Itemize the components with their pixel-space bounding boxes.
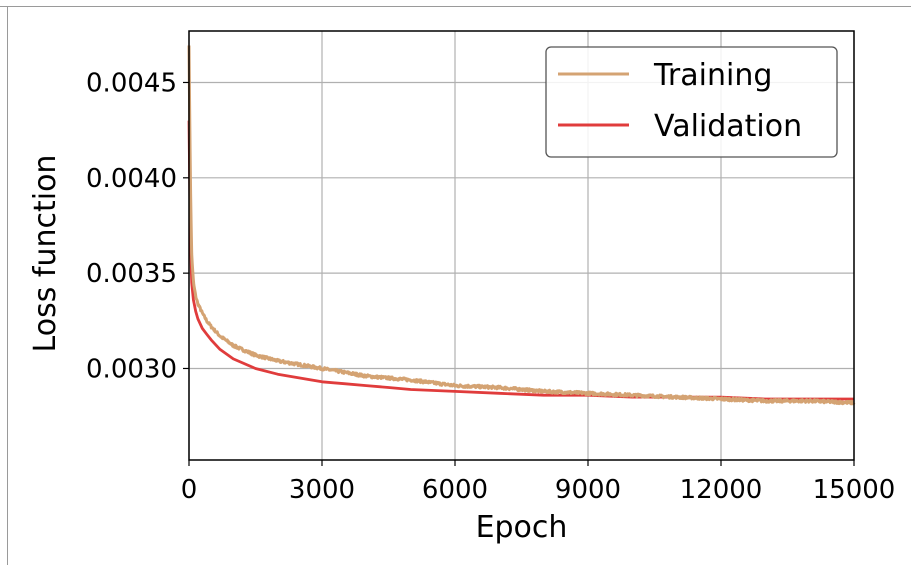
legend-validation-label: Validation xyxy=(654,109,802,144)
y-axis-label: Loss function xyxy=(28,155,63,353)
figure-border-top xyxy=(0,6,911,7)
y-tick-label: 0.0030 xyxy=(86,354,177,384)
legend: Training Validation xyxy=(545,46,838,158)
x-tick-label: 12000 xyxy=(680,475,763,505)
series-layer xyxy=(187,45,856,406)
x-tick-label: 3000 xyxy=(289,475,355,505)
legend-training-label: Training xyxy=(653,58,772,93)
x-tick-label: 15000 xyxy=(813,475,896,505)
x-tick-label: 6000 xyxy=(422,475,488,505)
x-axis-label: Epoch xyxy=(476,510,568,545)
y-tick-label: 0.0040 xyxy=(86,164,177,194)
plot-frame xyxy=(188,30,855,461)
x-tick-label: 9000 xyxy=(555,475,621,505)
figure-border-left xyxy=(7,6,8,565)
y-tick-label: 0.0035 xyxy=(86,259,177,289)
axis-ticks: 0 3000 6000 9000 12000 15000 0.0030 0.0035 0.004… xyxy=(86,68,895,505)
training-series-line xyxy=(187,45,856,406)
y-tick-label: 0.0045 xyxy=(86,68,177,98)
x-tick-label: 0 xyxy=(181,475,198,505)
